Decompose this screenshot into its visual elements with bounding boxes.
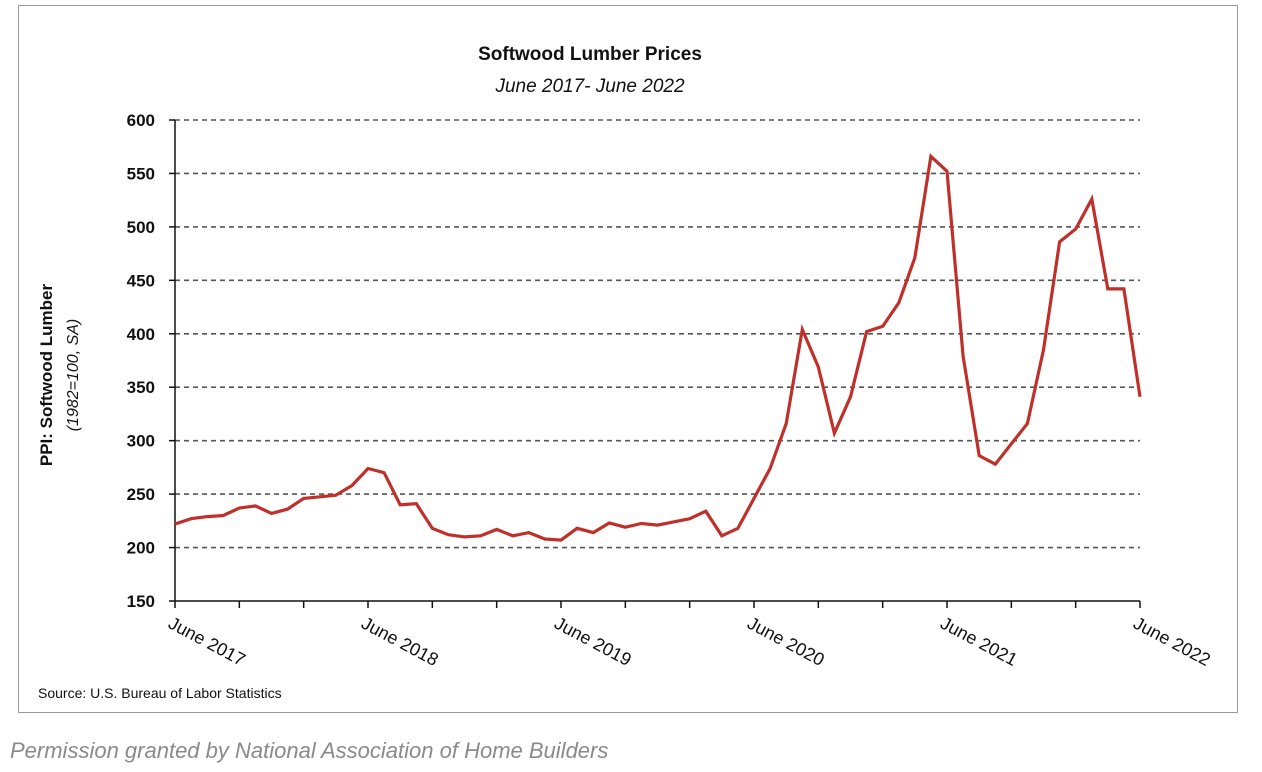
chart-title: Softwood Lumber Prices [478, 44, 702, 65]
y-tick-label: 600 [127, 111, 155, 130]
x-tick-label: June 2021 [937, 613, 1021, 670]
chart-frame [18, 5, 1238, 713]
y-tick-label: 350 [127, 378, 155, 397]
chart-subtitle: June 2017- June 2022 [494, 76, 685, 97]
y-tick-label: 500 [127, 218, 155, 237]
source-note: Source: U.S. Bureau of Labor Statistics [38, 685, 282, 701]
y-tick-label: 250 [127, 485, 155, 504]
y-axis-label: PPI: Softwood Lumber [37, 283, 56, 466]
y-tick-label: 200 [127, 539, 155, 558]
y-tick-label: 400 [127, 325, 155, 344]
x-tick-label: June 2017 [165, 613, 249, 670]
y-tick-label: 150 [127, 592, 155, 611]
y-axis-sublabel: (1982=100, SA) [65, 319, 82, 432]
x-tick-label: June 2018 [358, 613, 442, 670]
x-tick-label: June 2020 [744, 613, 828, 670]
x-tick-label: June 2022 [1130, 613, 1214, 670]
y-tick-label: 450 [127, 271, 155, 290]
y-tick-label: 300 [127, 432, 155, 451]
x-tick-label: June 2019 [551, 613, 635, 670]
series-line [174, 153, 1142, 542]
caption: Permission granted by National Associati… [10, 738, 609, 763]
y-tick-label: 550 [127, 164, 155, 183]
